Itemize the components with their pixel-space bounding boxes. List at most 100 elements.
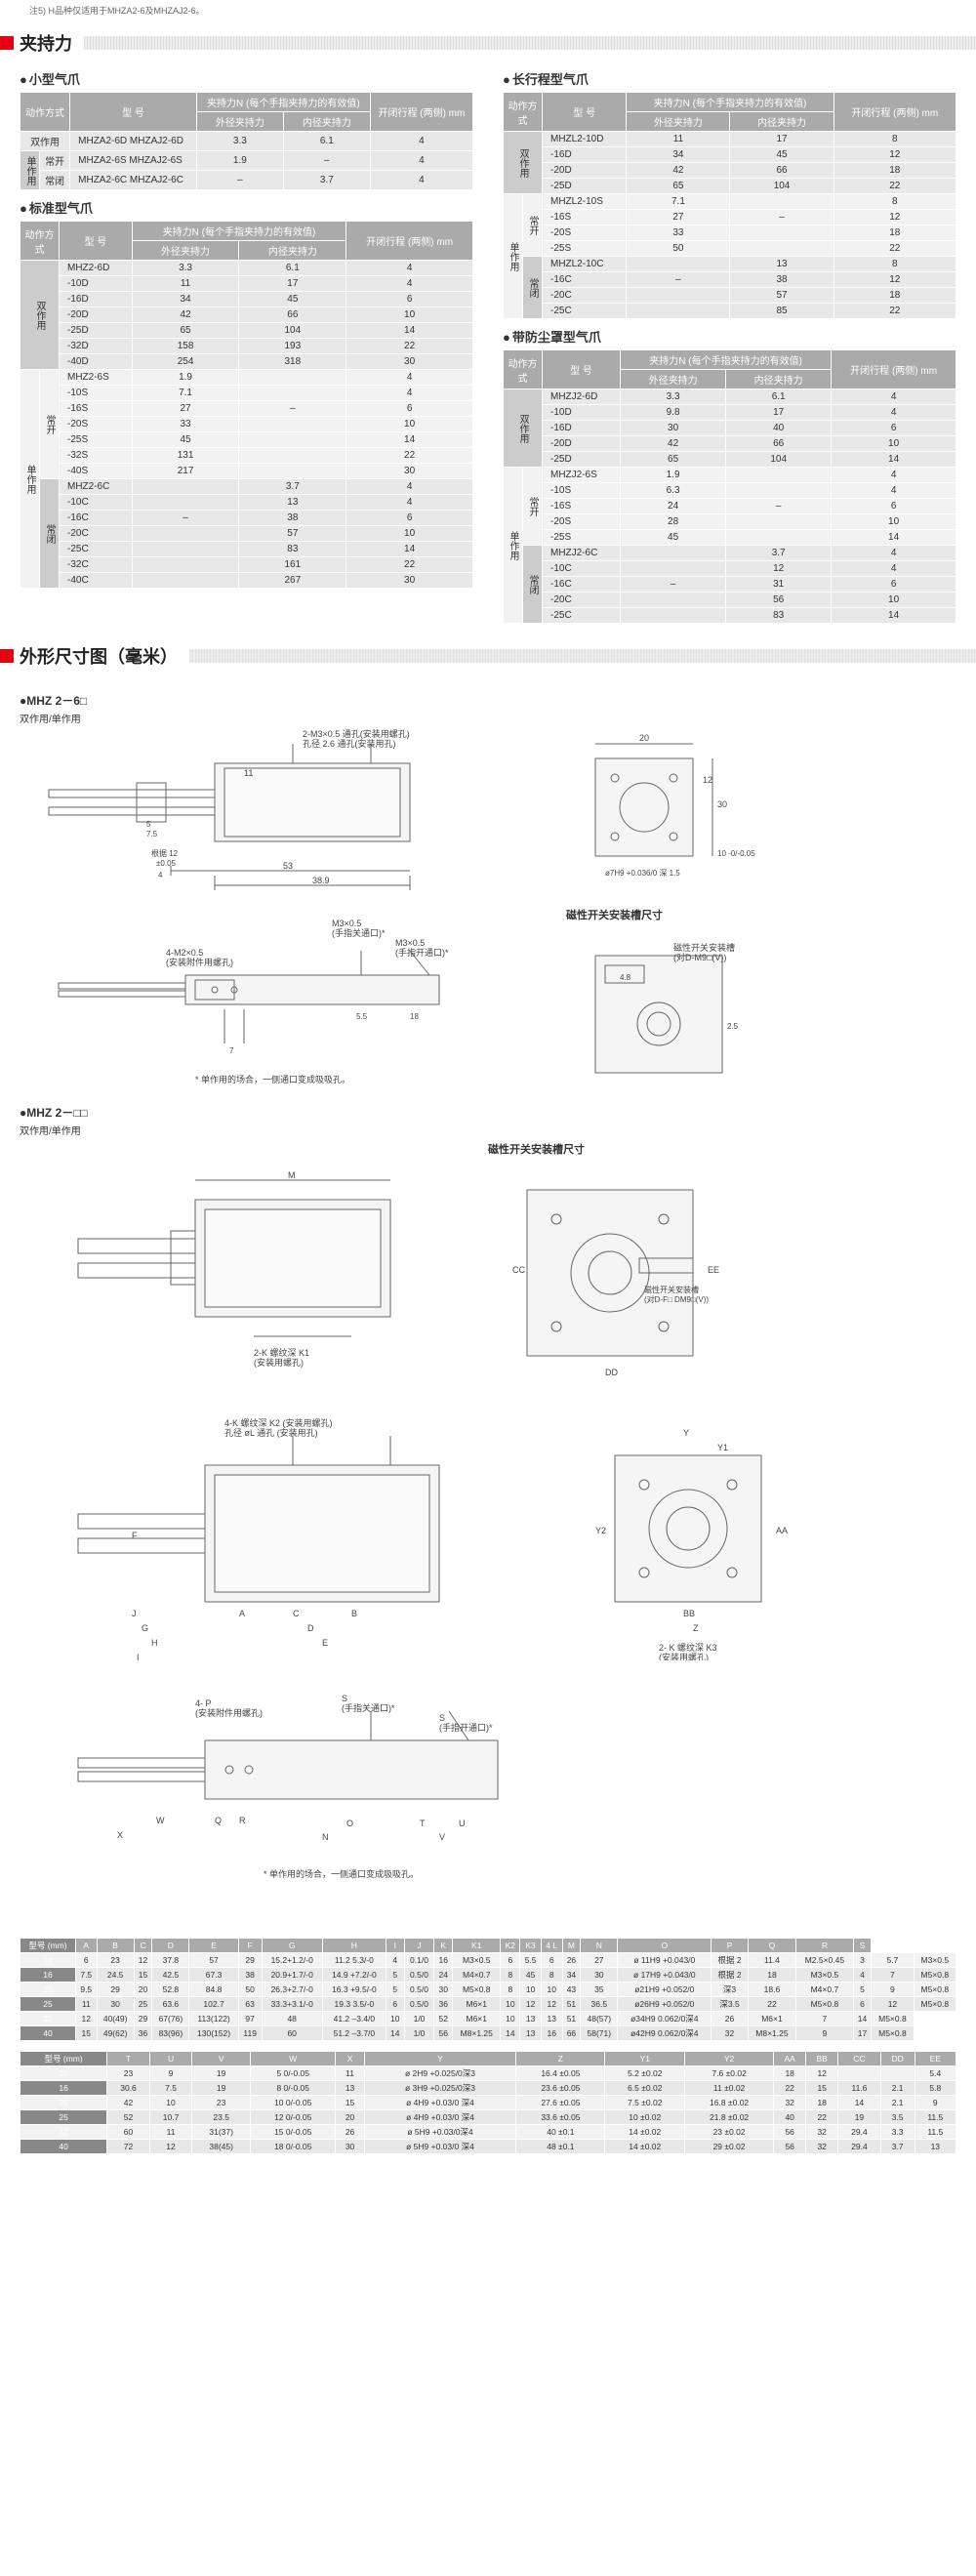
decor-bar <box>189 649 976 663</box>
mhz26-drawing-3: M3×0.5 (手指关通口)* M3×0.5 (手指开通口)* 4-M2×0.5… <box>20 907 547 1092</box>
svg-text:4-K 螺纹深 K2 (安装用螺孔): 4-K 螺纹深 K2 (安装用螺孔) <box>224 1417 333 1428</box>
mag-slot-title: 磁性开关安装槽尺寸 <box>566 907 761 922</box>
sub-long: 长行程型气爪 <box>503 69 956 88</box>
diagram-sub-mhz2: 双作用/单作用 <box>20 1123 956 1137</box>
svg-text:7.5: 7.5 <box>146 830 158 838</box>
cell: – <box>283 151 370 171</box>
svg-text:M3×0.5: M3×0.5 <box>332 919 361 928</box>
mhz26-drawing-2: 20 30 12 10 -0/-0.05 ø7H9 +0.036/0 深 1.5 <box>566 729 761 895</box>
mhz26-drawing-1: 2-M3×0.5 通孔(安装用螺孔) 孔径 2.6 通孔(安装用孔) 38.9 … <box>20 729 547 895</box>
svg-text:* 单作用的场合，一侧通口变成吸吸孔。: * 单作用的场合，一侧通口变成吸吸孔。 <box>195 1074 350 1084</box>
svg-text:B: B <box>351 1609 357 1618</box>
svg-text:4.8: 4.8 <box>620 973 631 982</box>
th-action: 动作方式 <box>20 93 70 132</box>
svg-text:I: I <box>137 1653 140 1660</box>
sub-standard: 标准型气爪 <box>20 198 473 217</box>
svg-text:M3×0.5: M3×0.5 <box>395 938 425 948</box>
svg-text:38.9: 38.9 <box>312 876 330 885</box>
diagram-label-mhz2: ●MHZ 2－□□ <box>20 1104 956 1121</box>
svg-text:S: S <box>342 1694 347 1703</box>
svg-text:30: 30 <box>717 799 727 809</box>
section-title: 外形尺寸图（毫米） <box>20 643 178 669</box>
svg-text:T: T <box>420 1819 426 1828</box>
svg-text:BB: BB <box>683 1609 695 1618</box>
svg-text:53: 53 <box>283 861 293 871</box>
right-col: 长行程型气爪 动作方式型 号夹持力N (每个手指夹持力的有效值)开闭行程 (两侧… <box>503 61 956 624</box>
svg-text:(手指关通口)*: (手指关通口)* <box>332 927 386 938</box>
th-stroke: 开闭行程 (两侧) mm <box>370 93 472 132</box>
svg-text:R: R <box>239 1816 246 1825</box>
cell: 4 <box>370 151 472 171</box>
cell: 常开 <box>40 151 70 171</box>
dims-table-1: 型号 (mm)ABCDEFGHIJKK1K2K34 LMNOPQRS106231… <box>20 1938 956 2041</box>
svg-text:4- P: 4- P <box>195 1698 212 1708</box>
svg-text:(安装附件用螺孔): (安装附件用螺孔) <box>166 957 233 967</box>
svg-text:EE: EE <box>708 1265 719 1275</box>
svg-text:X: X <box>117 1830 123 1840</box>
svg-text:F: F <box>132 1531 138 1540</box>
svg-text:2- K 螺纹深 K3: 2- K 螺纹深 K3 <box>659 1642 717 1653</box>
cell: 单作用 <box>20 151 40 190</box>
svg-text:4-M2×0.5: 4-M2×0.5 <box>166 948 203 958</box>
cell: 双作用 <box>20 132 70 151</box>
cell: 3.3 <box>196 132 283 151</box>
th-outer: 外径夹持力 <box>196 112 283 132</box>
diagram-sub-mhz26: 双作用/单作用 <box>20 711 956 725</box>
sub-dust: 带防尘罩型气爪 <box>503 327 956 346</box>
svg-text:U: U <box>459 1819 466 1828</box>
mhz2-drawing-bottom: 4- P (安装附件用螺孔) S (手指关通口)* S (手指开通口)* W Q… <box>20 1672 703 1906</box>
svg-text:(手指开通口)*: (手指开通口)* <box>439 1722 493 1733</box>
section-dimensions: 外形尺寸图（毫米） <box>0 643 976 669</box>
svg-text:2-K 螺纹深 K1: 2-K 螺纹深 K1 <box>254 1347 309 1358</box>
dims-table-2: 型号 (mm)TUVWXYZY1Y2AABBCCDDEE10239195 0/-… <box>20 2051 956 2154</box>
svg-text:20: 20 <box>639 733 649 743</box>
standard-table: 动作方式型 号夹持力N (每个手指夹持力的有效值)开闭行程 (两侧) mm外径夹… <box>20 221 473 589</box>
svg-text:S: S <box>439 1713 445 1723</box>
svg-text:* 单作用的场合，一侧通口变成吸吸孔。: * 单作用的场合，一侧通口变成吸吸孔。 <box>264 1868 419 1879</box>
svg-text:Z: Z <box>693 1623 699 1633</box>
th-model: 型 号 <box>70 93 197 132</box>
svg-text:2.5: 2.5 <box>727 1022 739 1031</box>
dust-table: 动作方式型 号夹持力N (每个手指夹持力的有效值)开闭行程 (两侧) mm外径夹… <box>503 349 956 624</box>
ann: 2-M3×0.5 通孔(安装用螺孔) <box>303 729 410 739</box>
svg-text:10 -0/-0.05: 10 -0/-0.05 <box>717 849 755 858</box>
svg-text:M: M <box>288 1170 296 1180</box>
svg-text:磁性开关安装槽: 磁性开关安装槽 <box>644 1285 699 1294</box>
cell: 3.7 <box>283 171 370 190</box>
cell: 常闭 <box>40 171 70 190</box>
cell: MHZA2-6C MHZAJ2-6C <box>70 171 197 190</box>
svg-text:H: H <box>151 1638 158 1648</box>
mhz2-drawing-mid: 4-K 螺纹深 K2 (安装用螺孔) 孔径 øL 通孔 (安装用孔) F J G… <box>20 1407 547 1660</box>
left-col: 小型气爪 动作方式 型 号 夹持力N (每个手指夹持力的有效值) 开闭行程 (两… <box>20 61 473 624</box>
top-note: 注5) H品种仅适用于MHZA2-6及MHZAJ2-6。 <box>0 0 976 20</box>
svg-text:7: 7 <box>229 1046 234 1055</box>
section-title: 夹持力 <box>20 30 72 56</box>
svg-text:E: E <box>322 1638 328 1648</box>
svg-text:(安装用螺孔): (安装用螺孔) <box>254 1357 304 1368</box>
svg-text:Y2: Y2 <box>595 1526 606 1535</box>
mhz2-drawing-top: M 2-K 螺纹深 K1 (安装用螺孔) <box>20 1141 468 1395</box>
mag-slot-2: 磁性开关安装槽尺寸 CC EE DD 磁性开关安装槽 (对D-F□ DM9□(V… <box>488 1141 742 1395</box>
cell: 1.9 <box>196 151 283 171</box>
svg-text:±0.05: ±0.05 <box>156 859 177 868</box>
svg-text:(手指关通口)*: (手指关通口)* <box>342 1702 395 1713</box>
section-clamping-force: 夹持力 <box>0 30 976 56</box>
mhz2-side: Y Y1 Y2 AA BB Z 2- K 螺纹深 K3 (安装用螺孔) <box>566 1407 820 1660</box>
svg-text:(对D-F□ DM9□(V)): (对D-F□ DM9□(V)) <box>644 1294 709 1304</box>
diagram-area: ●MHZ 2－6□ 双作用/单作用 2-M3 <box>0 675 976 1928</box>
svg-text:4: 4 <box>158 871 163 879</box>
svg-text:D: D <box>307 1623 314 1633</box>
svg-text:根据 12: 根据 12 <box>151 848 179 858</box>
cell: MHZA2-6D MHZAJ2-6D <box>70 132 197 151</box>
svg-text:V: V <box>439 1832 445 1842</box>
tables-two-col: 小型气爪 动作方式 型 号 夹持力N (每个手指夹持力的有效值) 开闭行程 (两… <box>0 61 976 624</box>
svg-text:(手指开通口)*: (手指开通口)* <box>395 947 449 958</box>
red-square-icon <box>0 649 14 663</box>
svg-text:O: O <box>346 1819 353 1828</box>
svg-text:A: A <box>239 1609 245 1618</box>
svg-text:ø7H9 +0.036/0 深 1.5: ø7H9 +0.036/0 深 1.5 <box>605 869 680 878</box>
svg-text:18: 18 <box>410 1012 419 1021</box>
cell: MHZA2-6S MHZAJ2-6S <box>70 151 197 171</box>
svg-text:磁性开关安装槽: 磁性开关安装槽 <box>673 942 735 953</box>
svg-text:Y1: Y1 <box>717 1443 728 1452</box>
